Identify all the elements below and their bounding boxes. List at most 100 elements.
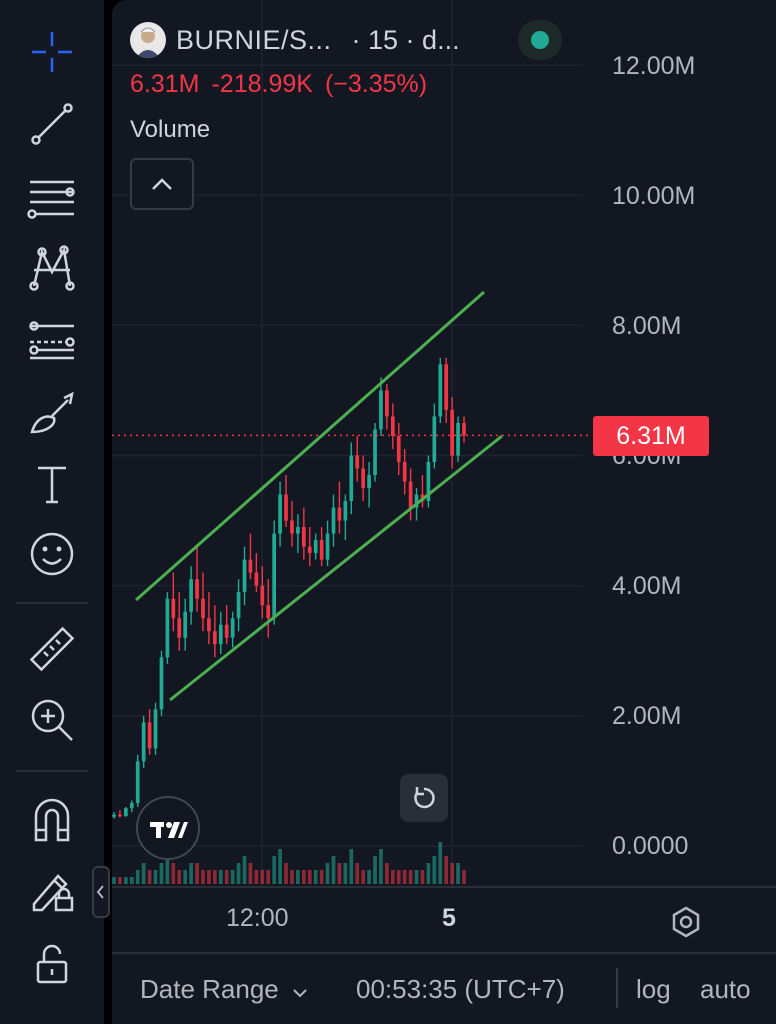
candle-body bbox=[207, 618, 211, 632]
volume-bar bbox=[213, 870, 217, 884]
clock-timezone[interactable]: 00:53:35 (UTC+7) bbox=[356, 974, 565, 1004]
candle-body bbox=[135, 761, 140, 804]
candle-body bbox=[373, 429, 377, 476]
crosshair-icon[interactable] bbox=[22, 24, 82, 80]
unlock-icon[interactable] bbox=[22, 936, 82, 992]
zoom-in-icon[interactable] bbox=[22, 692, 82, 748]
volume-bar bbox=[129, 877, 134, 884]
candle-body bbox=[248, 559, 253, 573]
gear-icon bbox=[672, 906, 700, 938]
volume-indicator-label[interactable]: Volume bbox=[130, 116, 211, 143]
collapse-legend-button[interactable] bbox=[130, 158, 194, 210]
bottom-divider bbox=[616, 968, 618, 1008]
candle-body bbox=[124, 808, 128, 817]
volume-bar bbox=[462, 870, 466, 884]
volume-bar bbox=[278, 849, 282, 884]
bottom-toolbar: Date Range 00:53:35 (UTC+7) log auto bbox=[112, 952, 776, 1024]
reset-icon bbox=[414, 787, 435, 809]
candle-body bbox=[343, 501, 348, 521]
price-axis-label: 0.0000 bbox=[612, 832, 689, 860]
candle-body bbox=[260, 585, 265, 606]
chart-panel[interactable]: BURNIE/S... · 15 · d... 6.31M -218.99K (… bbox=[112, 0, 776, 1024]
candle-body bbox=[301, 527, 306, 547]
volume-bar bbox=[254, 870, 259, 884]
candle-body bbox=[183, 611, 188, 638]
time-axis[interactable]: 12:00 5 bbox=[112, 886, 776, 950]
last-price-tag: 6.31M bbox=[593, 416, 709, 456]
toolbar-collapse-tab[interactable] bbox=[92, 866, 110, 918]
volume-bar bbox=[171, 863, 176, 884]
volume-bar bbox=[260, 870, 265, 884]
volume-bar bbox=[396, 870, 401, 884]
volume-bar bbox=[296, 870, 300, 884]
price-axis-label: 4.00M bbox=[612, 572, 682, 600]
time-axis-label: 5 bbox=[442, 904, 456, 932]
volume-bar bbox=[349, 849, 354, 884]
price-axis-label: 8.00M bbox=[612, 312, 682, 340]
reset-chart-button[interactable] bbox=[400, 774, 448, 822]
volume-bar bbox=[319, 870, 324, 884]
candle-body bbox=[390, 416, 395, 436]
volume-bar bbox=[379, 849, 383, 884]
volume-bar bbox=[147, 870, 152, 884]
volume-bar bbox=[343, 863, 348, 884]
candle-body bbox=[177, 618, 182, 638]
fib-levels-icon[interactable] bbox=[22, 170, 82, 226]
volume-bar bbox=[284, 863, 288, 884]
chevron-down-icon bbox=[293, 989, 307, 998]
volume-bar bbox=[307, 870, 312, 884]
volume-bar bbox=[290, 870, 294, 884]
volume-bar bbox=[373, 856, 377, 884]
candle-body bbox=[153, 709, 158, 749]
volume-bar bbox=[355, 863, 360, 884]
candle-body bbox=[242, 559, 247, 593]
volume-bar bbox=[402, 870, 407, 884]
date-range-button[interactable]: Date Range bbox=[140, 974, 308, 1005]
volume-bar bbox=[201, 870, 205, 884]
candle-body bbox=[319, 540, 324, 560]
candle-body bbox=[195, 579, 199, 599]
lock-drawing-icon[interactable] bbox=[22, 862, 82, 918]
chart-settings-button[interactable] bbox=[666, 902, 706, 942]
volume-bar bbox=[444, 856, 449, 884]
pattern-icon[interactable] bbox=[22, 240, 82, 296]
forecast-icon[interactable] bbox=[22, 314, 82, 370]
interval-label[interactable]: · 15 · d... bbox=[351, 24, 460, 55]
candle-body bbox=[307, 546, 312, 554]
candle-body bbox=[112, 814, 116, 817]
token-avatar bbox=[130, 22, 166, 58]
market-status[interactable] bbox=[518, 20, 562, 60]
tradingview-logo[interactable] bbox=[136, 796, 200, 860]
candle-body bbox=[171, 598, 176, 619]
magnet-icon[interactable] bbox=[22, 792, 82, 848]
candle-body bbox=[290, 520, 294, 534]
volume-bar bbox=[177, 870, 182, 884]
brush-icon[interactable] bbox=[22, 386, 82, 442]
candle-body bbox=[189, 579, 193, 612]
candle-body bbox=[284, 494, 288, 521]
auto-scale-toggle[interactable]: auto bbox=[700, 974, 751, 1004]
candle-body bbox=[213, 631, 217, 645]
price-summary: 6.31M -218.99K (−3.35%) bbox=[130, 70, 427, 99]
trend-line-icon[interactable] bbox=[22, 96, 82, 152]
volume-bar bbox=[337, 863, 342, 884]
candle-body bbox=[414, 494, 419, 508]
symbol-legend[interactable]: BURNIE/S... · 15 · d... bbox=[130, 22, 460, 58]
candle-body bbox=[456, 422, 460, 456]
symbol-name[interactable]: BURNIE/S... bbox=[176, 24, 332, 55]
ruler-icon[interactable] bbox=[22, 622, 82, 678]
chevron-up-icon bbox=[152, 178, 172, 190]
candle-body bbox=[349, 455, 354, 502]
candle-body bbox=[426, 462, 431, 502]
volume-bar bbox=[141, 863, 146, 884]
emoji-icon[interactable] bbox=[22, 526, 82, 582]
volume-bar bbox=[236, 863, 241, 884]
volume-bar bbox=[385, 863, 389, 884]
price-axis-label: 12.00M bbox=[612, 52, 696, 80]
volume-bar bbox=[124, 877, 128, 884]
log-scale-toggle[interactable]: log bbox=[636, 974, 671, 1004]
time-axis-label: 12:00 bbox=[226, 904, 289, 932]
last-price: 6.31M bbox=[130, 70, 200, 98]
text-tool-icon[interactable] bbox=[22, 456, 82, 512]
candle-body bbox=[355, 455, 360, 469]
